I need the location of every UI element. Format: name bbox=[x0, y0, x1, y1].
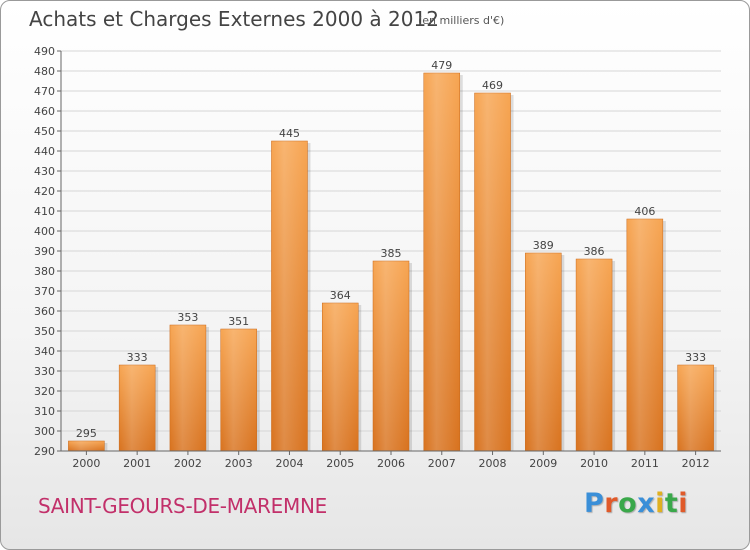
y-tick-label: 390 bbox=[34, 245, 55, 258]
data-labels: 295 333 353 351 445 364 385 479 469 389 386 406 333 bbox=[76, 59, 706, 440]
y-tick-label: 330 bbox=[34, 365, 55, 378]
proxiti-logo[interactable]: Proxiti bbox=[584, 488, 688, 519]
x-tick-label: 2007 bbox=[428, 457, 456, 470]
data-label-2001: 333 bbox=[127, 351, 148, 364]
y-tick-label: 430 bbox=[34, 165, 55, 178]
x-tick-label: 2005 bbox=[326, 457, 354, 470]
x-tick-label: 2010 bbox=[580, 457, 608, 470]
y-tick-label: 350 bbox=[34, 325, 55, 338]
y-tick-label: 360 bbox=[34, 305, 55, 318]
chart-title: Achats et Charges Externes 2000 à 2012 bbox=[29, 7, 439, 31]
data-label-2005: 364 bbox=[330, 289, 351, 302]
logo-letter: o bbox=[618, 488, 638, 519]
y-tick-label: 470 bbox=[34, 85, 55, 98]
x-tick-label: 2009 bbox=[529, 457, 557, 470]
data-label-2002: 353 bbox=[177, 311, 198, 324]
logo-letter: r bbox=[604, 488, 619, 519]
y-tick-label: 480 bbox=[34, 65, 55, 78]
bars bbox=[68, 72, 717, 452]
y-tick-label: 410 bbox=[34, 205, 55, 218]
logo-letter: i bbox=[655, 488, 665, 519]
logo-letter: P bbox=[584, 488, 605, 519]
x-tick-label: 2011 bbox=[631, 457, 659, 470]
x-tick-label: 2000 bbox=[72, 457, 100, 470]
data-label-2004: 445 bbox=[279, 127, 300, 140]
bar-highlight bbox=[373, 261, 409, 451]
x-tick-label: 2003 bbox=[225, 457, 253, 470]
data-label-2008: 469 bbox=[482, 79, 503, 92]
bar-highlight bbox=[423, 73, 460, 451]
logo-letter: i bbox=[678, 488, 689, 519]
y-tick-label: 490 bbox=[34, 45, 55, 58]
y-tick-label: 340 bbox=[34, 345, 55, 358]
y-tick-label: 380 bbox=[34, 265, 55, 278]
x-axis-ticks: 2000 2001 2002 2003 2004 2005 2006 2007 2008 2009… bbox=[72, 451, 710, 470]
chart-subtitle: (en milliers d'€) bbox=[418, 14, 505, 27]
y-tick-label: 420 bbox=[34, 185, 55, 198]
y-tick-label: 290 bbox=[34, 445, 55, 458]
data-label-2010: 386 bbox=[584, 245, 605, 258]
y-tick-label: 460 bbox=[34, 105, 55, 118]
y-axis-ticks: 290 300 310 320 330 340 350 360 370 380 390 400 410 4… bbox=[34, 45, 61, 458]
y-tick-label: 440 bbox=[34, 145, 55, 158]
data-label-2006: 385 bbox=[381, 247, 402, 260]
logo-letter: x bbox=[637, 488, 656, 519]
data-label-2003: 351 bbox=[228, 315, 249, 328]
bar-highlight bbox=[169, 325, 206, 451]
bar-highlight bbox=[322, 303, 359, 451]
bar-highlight bbox=[474, 93, 511, 451]
y-tick-label: 320 bbox=[34, 385, 55, 398]
y-tick-label: 370 bbox=[34, 285, 55, 298]
data-label-2011: 406 bbox=[634, 205, 655, 218]
x-tick-label: 2006 bbox=[377, 457, 405, 470]
bar-highlight bbox=[576, 259, 613, 451]
bar-highlight bbox=[220, 329, 257, 451]
logo-letter: t bbox=[664, 488, 679, 519]
x-tick-label: 2002 bbox=[174, 457, 202, 470]
x-tick-label: 2008 bbox=[479, 457, 507, 470]
data-label-2007: 479 bbox=[431, 59, 452, 72]
x-tick-label: 2012 bbox=[682, 457, 710, 470]
bar-highlight bbox=[271, 141, 308, 451]
bar-highlight bbox=[68, 441, 105, 451]
bar-highlight bbox=[119, 365, 156, 451]
y-tick-label: 300 bbox=[34, 425, 55, 438]
x-tick-label: 2001 bbox=[123, 457, 151, 470]
y-tick-label: 400 bbox=[34, 225, 55, 238]
bar-highlight bbox=[525, 253, 562, 451]
data-label-2000: 295 bbox=[76, 427, 97, 440]
y-tick-label: 310 bbox=[34, 405, 55, 418]
commune-name: SAINT-GEOURS-DE-MAREMNE bbox=[38, 494, 327, 518]
data-label-2009: 389 bbox=[533, 239, 554, 252]
bar-highlight bbox=[677, 365, 714, 451]
data-label-2012: 333 bbox=[685, 351, 706, 364]
y-tick-label: 450 bbox=[34, 125, 55, 138]
bar-highlight bbox=[626, 219, 663, 451]
x-tick-label: 2004 bbox=[275, 457, 303, 470]
